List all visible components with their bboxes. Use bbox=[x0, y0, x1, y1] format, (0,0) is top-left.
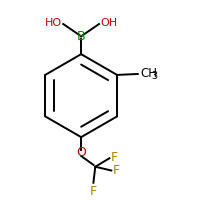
Text: F: F bbox=[90, 185, 97, 198]
Text: F: F bbox=[112, 164, 119, 177]
Text: CH: CH bbox=[141, 67, 158, 80]
Text: O: O bbox=[76, 146, 86, 159]
Text: F: F bbox=[110, 151, 117, 164]
Text: HO: HO bbox=[45, 18, 62, 28]
Text: OH: OH bbox=[100, 18, 117, 28]
Text: B: B bbox=[77, 30, 85, 43]
Text: 3: 3 bbox=[152, 71, 158, 81]
